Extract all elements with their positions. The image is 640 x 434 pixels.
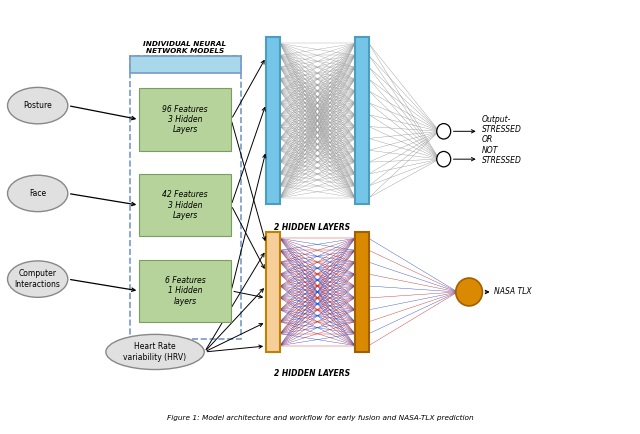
Text: 2 HIDDEN LAYERS: 2 HIDDEN LAYERS [274, 369, 350, 378]
Text: Face: Face [29, 189, 46, 198]
Text: Heart Rate
variability (HRV): Heart Rate variability (HRV) [124, 342, 187, 362]
Ellipse shape [106, 334, 204, 369]
Text: 6 Features
1 Hidden
layers: 6 Features 1 Hidden layers [165, 276, 205, 306]
Bar [139, 89, 231, 151]
Ellipse shape [436, 124, 451, 139]
Text: Figure 1: Model architecture and workflow for early fusion and NASA-TLX predicti: Figure 1: Model architecture and workflo… [166, 415, 474, 421]
Bar [266, 232, 280, 352]
Text: INDIVIDUAL NEURAL
NETWORK MODELS: INDIVIDUAL NEURAL NETWORK MODELS [143, 41, 227, 54]
Text: NASA TLX: NASA TLX [495, 287, 532, 296]
Text: Posture: Posture [23, 101, 52, 110]
Bar [130, 56, 241, 73]
Bar [266, 37, 280, 204]
Ellipse shape [456, 278, 483, 306]
Text: Output-
STRESSED
OR
NOT
STRESSED: Output- STRESSED OR NOT STRESSED [482, 115, 522, 165]
Text: 42 Features
3 Hidden
Layers: 42 Features 3 Hidden Layers [163, 191, 208, 220]
Ellipse shape [8, 261, 68, 297]
Ellipse shape [8, 175, 68, 212]
Text: 2 HIDDEN LAYERS: 2 HIDDEN LAYERS [274, 223, 350, 232]
Bar [130, 56, 241, 339]
Ellipse shape [436, 151, 451, 167]
Text: 96 Features
3 Hidden
Layers: 96 Features 3 Hidden Layers [163, 105, 208, 135]
Bar [139, 260, 231, 322]
Text: Computer
Interactions: Computer Interactions [15, 270, 61, 289]
Bar [355, 37, 369, 204]
Bar [139, 174, 231, 236]
Bar [355, 232, 369, 352]
Ellipse shape [8, 87, 68, 124]
